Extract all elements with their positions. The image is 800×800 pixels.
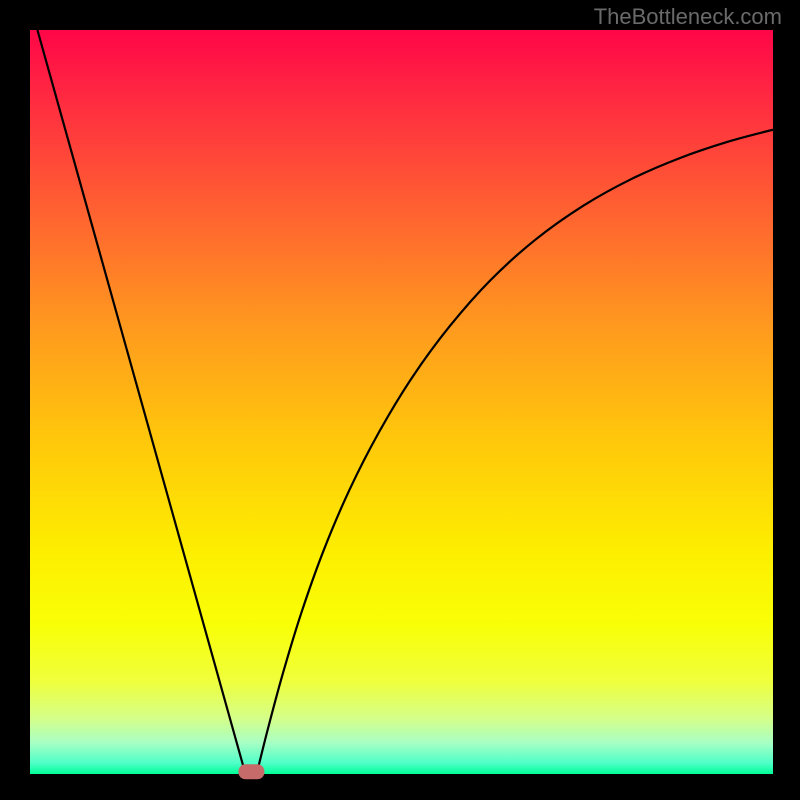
bottleneck-curve <box>37 30 773 774</box>
chart-container: TheBottleneck.com <box>0 0 800 800</box>
watermark-text: TheBottleneck.com <box>594 4 782 30</box>
chart-svg <box>0 0 800 800</box>
optimum-marker <box>238 764 264 779</box>
